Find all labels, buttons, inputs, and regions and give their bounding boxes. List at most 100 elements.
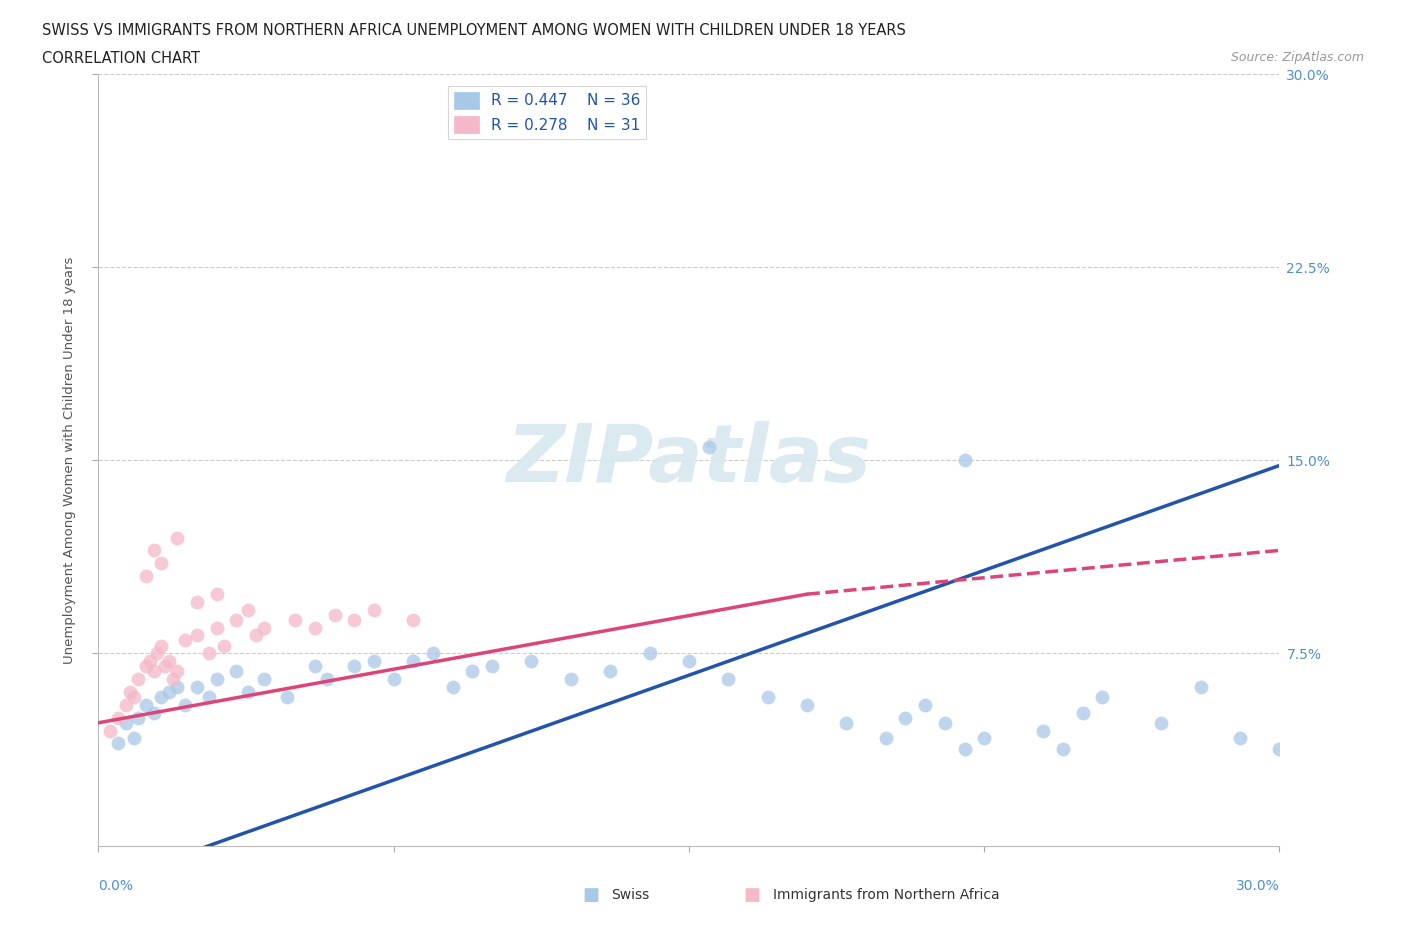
Point [186, 628, 208, 643]
Point [197, 646, 219, 661]
Point [166, 530, 188, 545]
Point [236, 684, 259, 699]
Point [236, 602, 259, 617]
Point [520, 654, 543, 669]
Point [166, 679, 188, 694]
Text: CORRELATION CHART: CORRELATION CHART [42, 51, 200, 66]
Point [678, 654, 700, 669]
Point [253, 671, 276, 686]
Point [162, 671, 184, 686]
Point [142, 705, 165, 720]
Point [225, 613, 247, 628]
Point [1347, 569, 1369, 584]
Text: Immigrants from Northern Africa: Immigrants from Northern Africa [773, 887, 1000, 902]
Point [253, 620, 276, 635]
Point [304, 620, 326, 635]
Point [186, 594, 208, 609]
Point [1150, 715, 1173, 730]
Point [363, 602, 385, 617]
Point [717, 671, 740, 686]
Point [1189, 679, 1212, 694]
Point [166, 664, 188, 679]
Text: 30.0%: 30.0% [1236, 879, 1279, 893]
Point [343, 613, 366, 628]
Point [107, 736, 129, 751]
Text: SWISS VS IMMIGRANTS FROM NORTHERN AFRICA UNEMPLOYMENT AMONG WOMEN WITH CHILDREN : SWISS VS IMMIGRANTS FROM NORTHERN AFRICA… [42, 23, 905, 38]
Text: Source: ZipAtlas.com: Source: ZipAtlas.com [1230, 51, 1364, 64]
Point [875, 731, 897, 746]
Point [914, 698, 936, 712]
Point [118, 684, 141, 699]
Point [835, 715, 858, 730]
Point [122, 690, 145, 705]
Point [276, 690, 298, 705]
Point [135, 569, 157, 584]
Point [1032, 724, 1054, 738]
Point [934, 715, 956, 730]
Point [363, 654, 385, 669]
Point [155, 658, 177, 673]
Text: 0.0%: 0.0% [98, 879, 134, 893]
Point [98, 724, 121, 738]
Point [1091, 690, 1114, 705]
Point [481, 658, 503, 673]
Point [382, 671, 405, 686]
Point [1268, 741, 1291, 756]
Point [894, 711, 917, 725]
Point [225, 664, 247, 679]
Point [174, 698, 197, 712]
Point [304, 658, 326, 673]
Point [560, 671, 582, 686]
Point [402, 654, 425, 669]
Point [115, 698, 138, 712]
Point [174, 633, 197, 648]
Point [127, 671, 149, 686]
Point [157, 654, 180, 669]
Point [697, 440, 720, 455]
Point [115, 715, 138, 730]
Point [186, 679, 208, 694]
Point [245, 628, 267, 643]
Point [135, 658, 157, 673]
Point [973, 731, 995, 746]
Point [461, 664, 484, 679]
Point [599, 664, 621, 679]
Point [138, 654, 160, 669]
Point [953, 741, 976, 756]
Point [142, 664, 165, 679]
Point [127, 711, 149, 725]
Point [146, 646, 169, 661]
Y-axis label: Unemployment Among Women with Children Under 18 years: Unemployment Among Women with Children U… [63, 257, 76, 664]
Point [796, 698, 818, 712]
Point [441, 679, 464, 694]
Point [150, 690, 173, 705]
Point [197, 690, 219, 705]
Point [214, 638, 236, 653]
Legend: R = 0.447    N = 36, R = 0.278    N = 31: R = 0.447 N = 36, R = 0.278 N = 31 [449, 86, 647, 140]
Point [284, 613, 307, 628]
Point [1229, 731, 1251, 746]
Point [953, 453, 976, 468]
Text: Swiss: Swiss [612, 887, 650, 902]
Point [122, 731, 145, 746]
Point [205, 620, 228, 635]
Point [323, 607, 346, 622]
Text: ■: ■ [744, 885, 761, 904]
Point [150, 556, 173, 571]
Point [756, 690, 779, 705]
Point [1052, 741, 1074, 756]
Point [150, 638, 173, 653]
Text: ■: ■ [582, 885, 599, 904]
Point [638, 646, 661, 661]
Point [205, 587, 228, 602]
Point [402, 613, 425, 628]
Point [422, 646, 444, 661]
Point [343, 658, 366, 673]
Point [205, 671, 228, 686]
Point [107, 711, 129, 725]
Point [135, 698, 157, 712]
Point [157, 684, 180, 699]
Point [142, 543, 165, 558]
Point [315, 671, 337, 686]
Point [1071, 705, 1094, 720]
